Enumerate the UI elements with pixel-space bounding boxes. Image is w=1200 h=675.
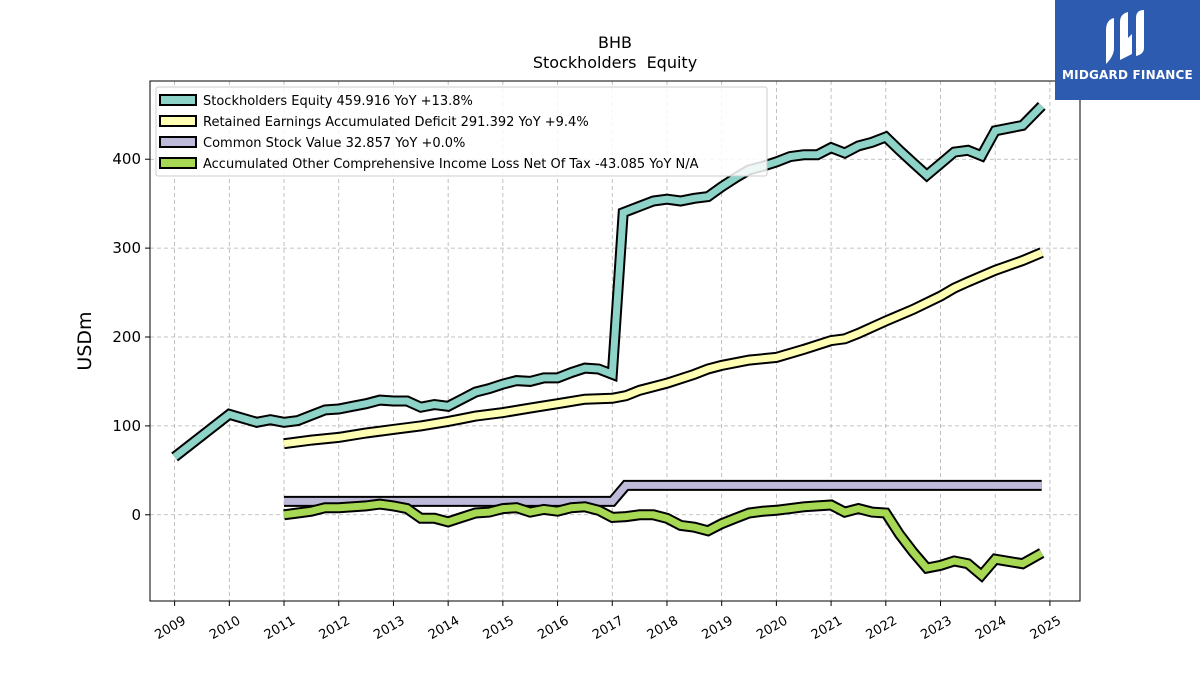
- x-tick-label: 2016: [535, 613, 571, 643]
- series-2: [283, 247, 1044, 450]
- y-tick-label: 200: [112, 328, 141, 346]
- x-tick-label: 2015: [481, 613, 517, 643]
- y-tick-label: 0: [131, 506, 141, 524]
- x-tick-label: 2024: [973, 613, 1009, 643]
- y-axis-label: USDm: [74, 311, 96, 370]
- series-line: [283, 249, 1044, 448]
- series-line: [284, 481, 1042, 505]
- legend-box: [155, 86, 768, 177]
- series-line: [283, 500, 1044, 581]
- x-tick-label: 2013: [371, 613, 407, 643]
- x-tick-label: 2019: [700, 613, 736, 643]
- legend-swatch: [159, 94, 197, 106]
- midgard-finance-logo: MIDGARD FINANCE: [1055, 0, 1200, 100]
- x-tick-label: 2022: [864, 613, 900, 643]
- plot-frame: [149, 80, 1081, 602]
- x-tick-label: 2023: [918, 613, 954, 643]
- chart-title: BHB: [598, 33, 632, 52]
- x-tick-label: 2025: [1028, 613, 1064, 643]
- logo-text: MIDGARD FINANCE: [1062, 68, 1193, 82]
- x-tick-label: 2010: [207, 613, 243, 643]
- midgard-m-logo-icon: [1106, 10, 1144, 64]
- y-axis: 0 100 200 300 400: [112, 150, 150, 524]
- legend-entry: Common Stock Value 32.857 YoY +0.0%: [203, 136, 465, 151]
- x-tick-label: 2017: [590, 613, 626, 643]
- x-tick-label: 2018: [645, 613, 681, 643]
- legend-swatch: [159, 157, 197, 169]
- y-tick-label: 400: [112, 150, 141, 168]
- series-3: [284, 479, 1042, 507]
- y-tick-label: 300: [112, 239, 141, 257]
- legend-swatch: [159, 115, 197, 127]
- legend-entry: Retained Earnings Accumulated Deficit 29…: [203, 115, 589, 130]
- legend: Stockholders Equity 459.916 YoY +13.8% Re…: [155, 86, 768, 177]
- x-axis: 2009 2010 2011 2012 2013 2014 2015 2016 2017 2018…: [152, 601, 1064, 643]
- x-tick-label: 2009: [152, 613, 188, 643]
- series-1: [171, 102, 1046, 462]
- x-tick-label: 2021: [809, 613, 845, 643]
- series-line-outline: [283, 247, 1044, 450]
- chart-subtitle: Stockholders Equity: [533, 53, 697, 72]
- legend-entry: Stockholders Equity 459.916 YoY +13.8%: [203, 94, 473, 109]
- legend-swatch: [159, 136, 197, 148]
- y-tick-label: 100: [112, 417, 141, 435]
- x-tick-label: 2011: [262, 613, 298, 643]
- series-lines: [171, 102, 1046, 583]
- series-4: [283, 498, 1045, 583]
- legend-entry: Accumulated Other Comprehensive Income L…: [203, 157, 699, 172]
- x-tick-label: 2020: [754, 613, 790, 643]
- series-line: [172, 103, 1045, 460]
- x-tick-label: 2012: [317, 613, 353, 643]
- x-tick-label: 2014: [426, 613, 462, 643]
